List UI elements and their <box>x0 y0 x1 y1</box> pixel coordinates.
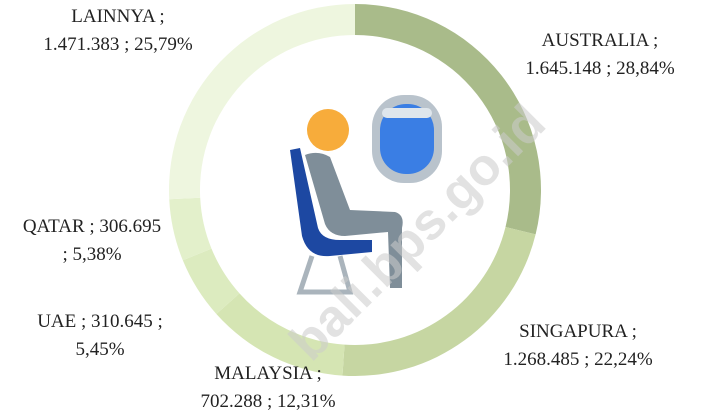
value-label: 702.288 <box>200 391 262 412</box>
separator: ; <box>124 34 129 55</box>
separator: ; <box>632 321 637 342</box>
value-label: 306.695 <box>99 216 161 237</box>
separator: ; <box>62 244 67 265</box>
slice-label: 1.268.485 ; 22,24% <box>503 349 653 370</box>
category-label: SINGAPURA <box>519 321 628 342</box>
separator: ; <box>81 311 86 332</box>
category-label: UAE <box>37 311 76 332</box>
slice-label: ; 5,38% <box>62 244 121 265</box>
slice-label: QATAR ; 306.695 <box>23 216 161 237</box>
category-label: QATAR <box>23 216 85 237</box>
value-label: 1.645.148 <box>525 58 601 79</box>
separator: ; <box>89 216 94 237</box>
percent-label: 28,84% <box>616 58 675 79</box>
separator: ; <box>316 363 321 384</box>
slice-label: MALAYSIA ; <box>214 363 322 384</box>
chart: bali.bps.go.id AUSTRALIA ;1.645.148 ; 28… <box>0 0 702 415</box>
slice-label: 1.471.383 ; 25,79% <box>43 34 193 55</box>
value-label: 310.645 <box>91 311 153 332</box>
percent-label: 25,79% <box>134 34 193 55</box>
separator: ; <box>606 58 611 79</box>
slice-label: 5,45% <box>75 339 124 360</box>
category-label: AUSTRALIA <box>542 30 650 51</box>
slice-label: 702.288 ; 12,31% <box>200 391 335 412</box>
category-label: MALAYSIA <box>214 363 313 384</box>
donut-slice <box>169 198 211 261</box>
separator: ; <box>158 311 163 332</box>
slice-label: SINGAPURA ; <box>519 321 637 342</box>
slice-label: LAINNYA ; <box>71 6 164 27</box>
slice-label: 1.645.148 ; 28,84% <box>525 58 675 79</box>
percent-label: 5,38% <box>72 244 121 265</box>
value-label: 1.268.485 <box>503 349 579 370</box>
percent-label: 5,45% <box>75 339 124 360</box>
percent-label: 22,24% <box>594 349 653 370</box>
separator: ; <box>159 6 164 27</box>
value-label: 1.471.383 <box>43 34 119 55</box>
separator: ; <box>267 391 272 412</box>
separator: ; <box>584 349 589 370</box>
slice-label: UAE ; 310.645 ; <box>37 311 163 332</box>
separator: ; <box>653 30 658 51</box>
slice-label: AUSTRALIA ; <box>542 30 659 51</box>
percent-label: 12,31% <box>277 391 336 412</box>
category-label: LAINNYA <box>71 6 156 27</box>
